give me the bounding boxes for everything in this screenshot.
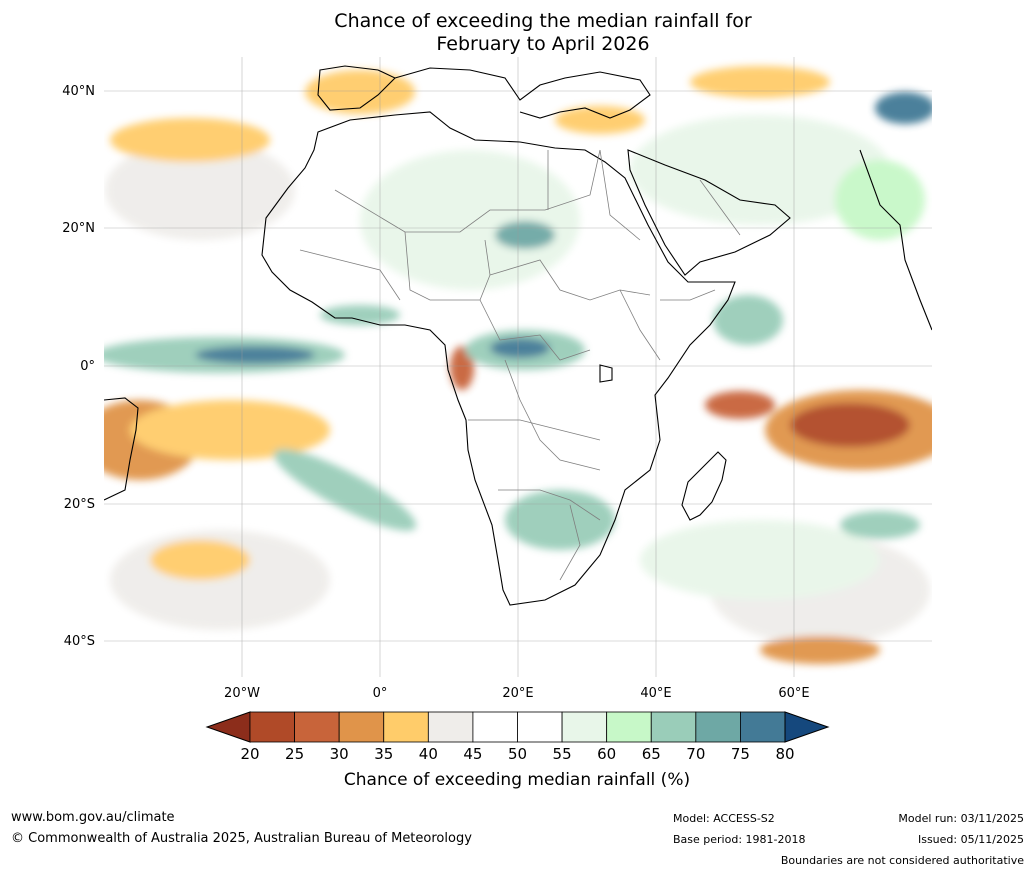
colorbar-tick-label: 30	[330, 745, 349, 763]
title-line-1: Chance of exceeding the median rainfall …	[334, 10, 752, 32]
colorbar-tick-label: 50	[508, 745, 527, 763]
footer-copyright: © Commonwealth of Australia 2025, Austra…	[11, 831, 472, 846]
gridlines	[104, 57, 932, 677]
colorbar-cell	[561, 711, 608, 743]
africa-coastline	[261, 111, 736, 606]
colorbar-cell	[695, 711, 741, 743]
lon-label-0: 0°	[373, 686, 388, 701]
field-wet-south-atlantic-band	[273, 449, 417, 531]
colorbar-cells	[249, 711, 786, 743]
field-pale-green-indian-ocean	[640, 520, 880, 600]
footer-base-period: Base period: 1981-2018	[673, 833, 806, 846]
field-dry-madagascar-north	[705, 391, 775, 419]
lon-label-60e: 60°E	[778, 686, 809, 701]
colorbar-tick-label: 80	[775, 745, 794, 763]
colorbar-tick-label: 60	[597, 745, 616, 763]
colorbar-tick-label: 20	[240, 745, 259, 763]
colorbar-cell	[517, 711, 563, 743]
colorbar-tick-labels: 20 25 30 35 40 45 50 55 60 65 70 75 80	[240, 745, 794, 763]
south-america-coastline	[104, 397, 139, 501]
colorbar-tick-label: 55	[553, 745, 572, 763]
colorbar-cell	[338, 711, 385, 743]
field-pale-green-arabia	[630, 115, 890, 225]
colorbar-cell	[740, 711, 786, 743]
colorbar-cell	[606, 711, 652, 743]
field-dry-south-indian	[760, 636, 880, 664]
colorbar: 20 25 30 35 40 45 50 55 60 65 70 75 80 Chance of exc…	[205, 711, 830, 790]
arabia-coastline	[627, 149, 791, 276]
map-panel	[104, 57, 932, 677]
colorbar-tick-label: 40	[419, 745, 438, 763]
field-near-median-north	[105, 140, 295, 240]
madagascar-coastline	[681, 451, 727, 521]
india-coastline	[859, 149, 932, 331]
lat-label-40s: 40°S	[64, 634, 95, 649]
colorbar-title: Chance of exceeding median rainfall (%)	[344, 770, 690, 790]
coastlines	[104, 65, 932, 606]
colorbar-tick-label: 45	[463, 745, 482, 763]
colorbar-cell	[383, 711, 429, 743]
field-wet-equatorial-atlantic-core	[195, 346, 315, 364]
iberia-coastline	[317, 65, 396, 111]
field-wet-central-africa-core	[490, 338, 550, 358]
field-wet-madagascar-east	[840, 511, 920, 539]
colorbar-cell	[249, 711, 295, 743]
lat-label-0: 0°	[80, 359, 95, 374]
colorbar-tick-label: 25	[285, 745, 304, 763]
rainfall-probability-field	[104, 66, 932, 664]
lat-label-20n: 20°N	[62, 221, 95, 236]
field-wet-east-africa	[713, 295, 783, 345]
colorbar-cell	[472, 711, 518, 743]
footer-issued: Issued: 05/11/2025	[917, 833, 1024, 846]
colorbar-tick-label: 70	[686, 745, 705, 763]
colorbar-tick-label: 35	[374, 745, 393, 763]
field-dry-south-atlantic	[150, 540, 250, 580]
lat-label-20s: 20°S	[64, 497, 95, 512]
field-wet-southern-africa	[505, 490, 615, 550]
lon-label-40e: 40°E	[640, 686, 671, 701]
field-dry-west-atlantic-north	[110, 118, 270, 162]
colorbar-arrow-high	[784, 711, 830, 743]
field-wet-sahel	[495, 221, 555, 249]
field-dry-congo	[450, 346, 474, 390]
footer-disclaimer: Boundaries are not considered authoritat…	[780, 854, 1024, 867]
field-wet-iran	[875, 92, 932, 124]
field-dry-iberia	[305, 70, 415, 114]
longitude-labels: 20°W 0° 20°E 40°E 60°E	[224, 686, 810, 701]
footer-model-run: Model run: 03/11/2025	[898, 812, 1024, 825]
field-dry-turkey	[690, 66, 830, 98]
colorbar-cell	[294, 711, 340, 743]
field-wet-india	[835, 160, 925, 240]
colorbar-arrow-low	[205, 711, 251, 743]
footer-model: Model: ACCESS-S2	[673, 812, 775, 825]
lon-label-20w: 20°W	[224, 686, 260, 701]
map-title: Chance of exceeding the median rainfall …	[0, 10, 1035, 56]
colorbar-tick-label: 75	[731, 745, 750, 763]
title-line-2: February to April 2026	[436, 33, 650, 55]
footer-website[interactable]: www.bom.gov.au/climate	[11, 810, 175, 825]
europe-coastline	[394, 67, 651, 119]
latitude-labels: 40°N 20°N 0° 20°S 40°S	[62, 84, 95, 649]
field-wet-gulf-guinea	[320, 305, 400, 325]
colorbar-cell	[650, 711, 697, 743]
lat-label-40n: 40°N	[62, 84, 95, 99]
field-pale-green-sahara	[360, 150, 580, 290]
colorbar-tick-label: 65	[642, 745, 661, 763]
lake-victoria	[599, 364, 613, 383]
lon-label-20e: 20°E	[502, 686, 533, 701]
field-dry-atlantic-tropical	[130, 400, 330, 460]
field-dry-indian-ocean-core	[790, 403, 910, 447]
colorbar-cell	[427, 711, 474, 743]
country-boundaries	[299, 149, 741, 581]
